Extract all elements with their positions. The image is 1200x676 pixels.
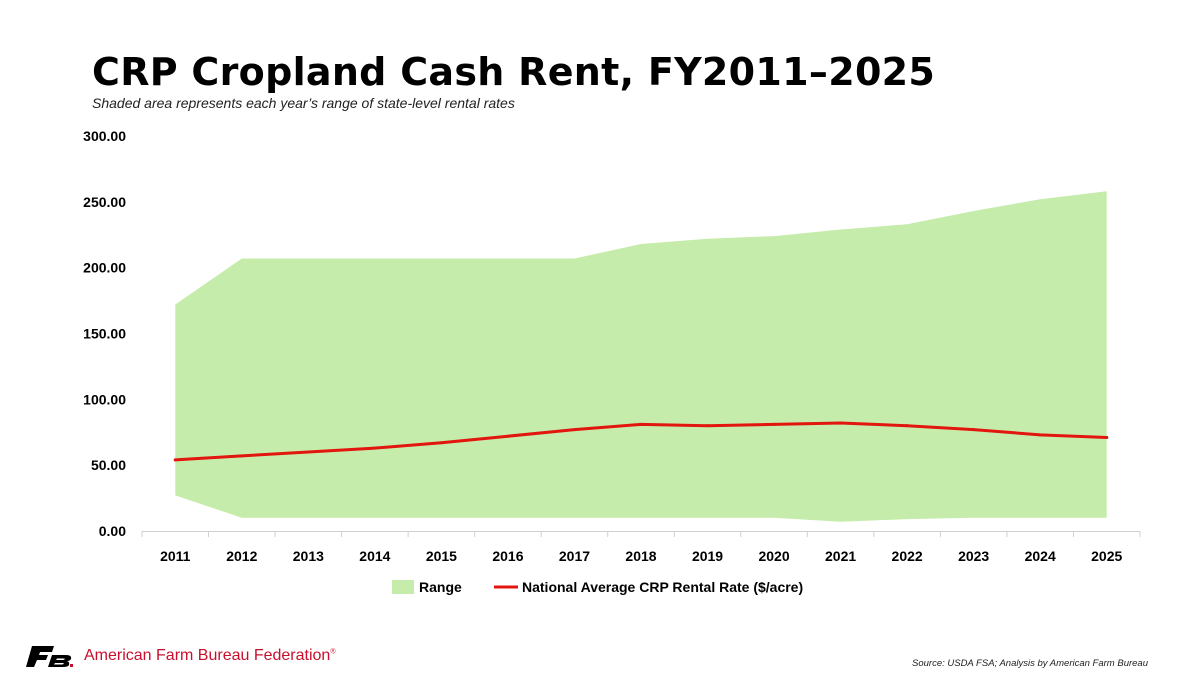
x-tick-label: 2012 <box>226 548 257 564</box>
brand-name: American Farm Bureau Federation® <box>84 647 336 664</box>
national-average-point <box>1105 436 1109 440</box>
footer-brand: American Farm Bureau Federation® <box>26 644 336 668</box>
afbf-logo-icon <box>26 646 73 667</box>
national-average-point <box>572 428 576 432</box>
national-average-point <box>506 434 510 438</box>
x-tick-label: 2021 <box>825 548 856 564</box>
y-tick-label: 200.00 <box>83 260 126 276</box>
x-tick-label: 2025 <box>1091 548 1122 564</box>
y-tick-label: 150.00 <box>83 326 126 342</box>
national-average-point <box>706 424 710 428</box>
x-tick-label: 2020 <box>758 548 789 564</box>
x-tick-label: 2023 <box>958 548 989 564</box>
y-tick-label: 50.00 <box>91 457 126 473</box>
x-tick-label: 2014 <box>359 548 390 564</box>
legend-swatch-range <box>392 580 414 594</box>
x-tick-label: 2011 <box>160 548 191 564</box>
national-average-point <box>1038 433 1042 437</box>
x-tick-label: 2013 <box>293 548 324 564</box>
national-average-point <box>173 458 177 462</box>
national-average-point <box>240 454 244 458</box>
page-title: CRP Cropland Cash Rent, FY2011–2025 <box>92 50 936 94</box>
x-tick-label: 2022 <box>892 548 923 564</box>
page-subtitle: Shaded area represents each year’s range… <box>92 95 515 111</box>
y-tick-label: 100.00 <box>83 391 126 407</box>
x-tick-label: 2018 <box>625 548 656 564</box>
y-tick-label: 0.00 <box>99 523 126 539</box>
y-tick-label: 300.00 <box>83 128 126 144</box>
x-tick-label: 2016 <box>492 548 523 564</box>
national-average-point <box>639 422 643 426</box>
legend-label-line: National Average CRP Rental Rate ($/acre… <box>522 579 803 595</box>
legend-label-range: Range <box>419 579 462 595</box>
y-tick-label: 250.00 <box>83 194 126 210</box>
source-note: Source: USDA FSA; Analysis by American F… <box>912 658 1148 669</box>
x-tick-label: 2019 <box>692 548 723 564</box>
national-average-point <box>772 422 776 426</box>
national-average-point <box>905 424 909 428</box>
x-tick-label: 2017 <box>559 548 590 564</box>
national-average-point <box>972 428 976 432</box>
x-tick-label: 2015 <box>426 548 457 564</box>
national-average-point <box>439 441 443 445</box>
x-tick-label: 2024 <box>1025 548 1056 564</box>
national-average-point <box>839 421 843 425</box>
national-average-point <box>373 446 377 450</box>
national-average-point <box>306 450 310 454</box>
range-area <box>175 191 1107 522</box>
